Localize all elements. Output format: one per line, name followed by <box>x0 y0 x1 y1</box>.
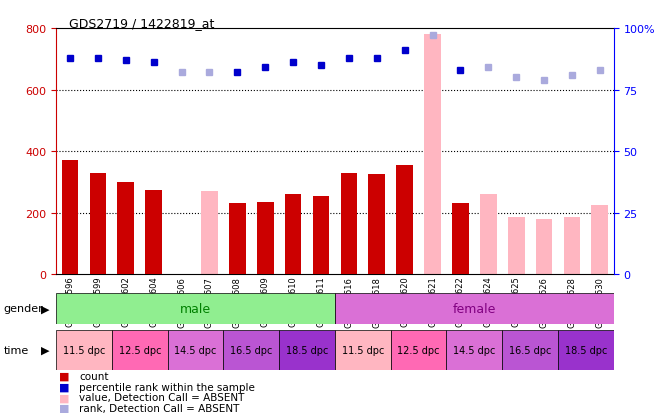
Bar <box>90 173 106 275</box>
Text: 18.5 dpc: 18.5 dpc <box>565 345 607 355</box>
Bar <box>56 293 335 324</box>
Bar <box>257 202 274 275</box>
Bar <box>223 330 279 370</box>
Bar <box>168 330 223 370</box>
Bar <box>117 183 134 275</box>
Text: gender: gender <box>3 304 43 314</box>
Bar <box>145 190 162 275</box>
Text: time: time <box>3 345 28 355</box>
Text: 12.5 dpc: 12.5 dpc <box>397 345 440 355</box>
Bar <box>591 206 609 275</box>
Bar <box>284 195 302 275</box>
Text: ■: ■ <box>59 403 70 413</box>
Text: rank, Detection Call = ABSENT: rank, Detection Call = ABSENT <box>79 403 240 413</box>
Text: 14.5 dpc: 14.5 dpc <box>174 345 216 355</box>
Bar <box>391 330 446 370</box>
Text: 18.5 dpc: 18.5 dpc <box>286 345 328 355</box>
Bar <box>564 218 580 275</box>
Text: ▶: ▶ <box>41 345 50 355</box>
Text: count: count <box>79 371 109 381</box>
Bar <box>452 204 469 275</box>
Text: male: male <box>180 302 211 315</box>
Bar <box>341 173 357 275</box>
Bar <box>335 293 614 324</box>
Bar <box>279 330 335 370</box>
Text: female: female <box>453 302 496 315</box>
Text: 16.5 dpc: 16.5 dpc <box>230 345 273 355</box>
Text: ■: ■ <box>59 382 70 392</box>
Bar <box>424 35 441 275</box>
Text: ■: ■ <box>59 392 70 402</box>
Text: 11.5 dpc: 11.5 dpc <box>63 345 105 355</box>
Bar <box>502 330 558 370</box>
Bar <box>112 330 168 370</box>
Bar <box>201 192 218 275</box>
Text: 14.5 dpc: 14.5 dpc <box>453 345 496 355</box>
Text: value, Detection Call = ABSENT: value, Detection Call = ABSENT <box>79 392 245 402</box>
Bar <box>61 161 79 275</box>
Bar <box>536 219 552 275</box>
Bar <box>508 218 525 275</box>
Bar <box>446 330 502 370</box>
Text: 16.5 dpc: 16.5 dpc <box>509 345 551 355</box>
Text: ■: ■ <box>59 371 70 381</box>
Bar <box>558 330 614 370</box>
Bar <box>480 195 497 275</box>
Bar <box>313 196 329 275</box>
Text: 12.5 dpc: 12.5 dpc <box>119 345 161 355</box>
Text: 11.5 dpc: 11.5 dpc <box>342 345 384 355</box>
Bar <box>335 330 391 370</box>
Text: ▶: ▶ <box>41 304 50 314</box>
Text: percentile rank within the sample: percentile rank within the sample <box>79 382 255 392</box>
Bar <box>368 175 385 275</box>
Bar <box>229 204 246 275</box>
Bar <box>56 330 112 370</box>
Text: GDS2719 / 1422819_at: GDS2719 / 1422819_at <box>69 17 214 29</box>
Bar <box>396 166 413 275</box>
